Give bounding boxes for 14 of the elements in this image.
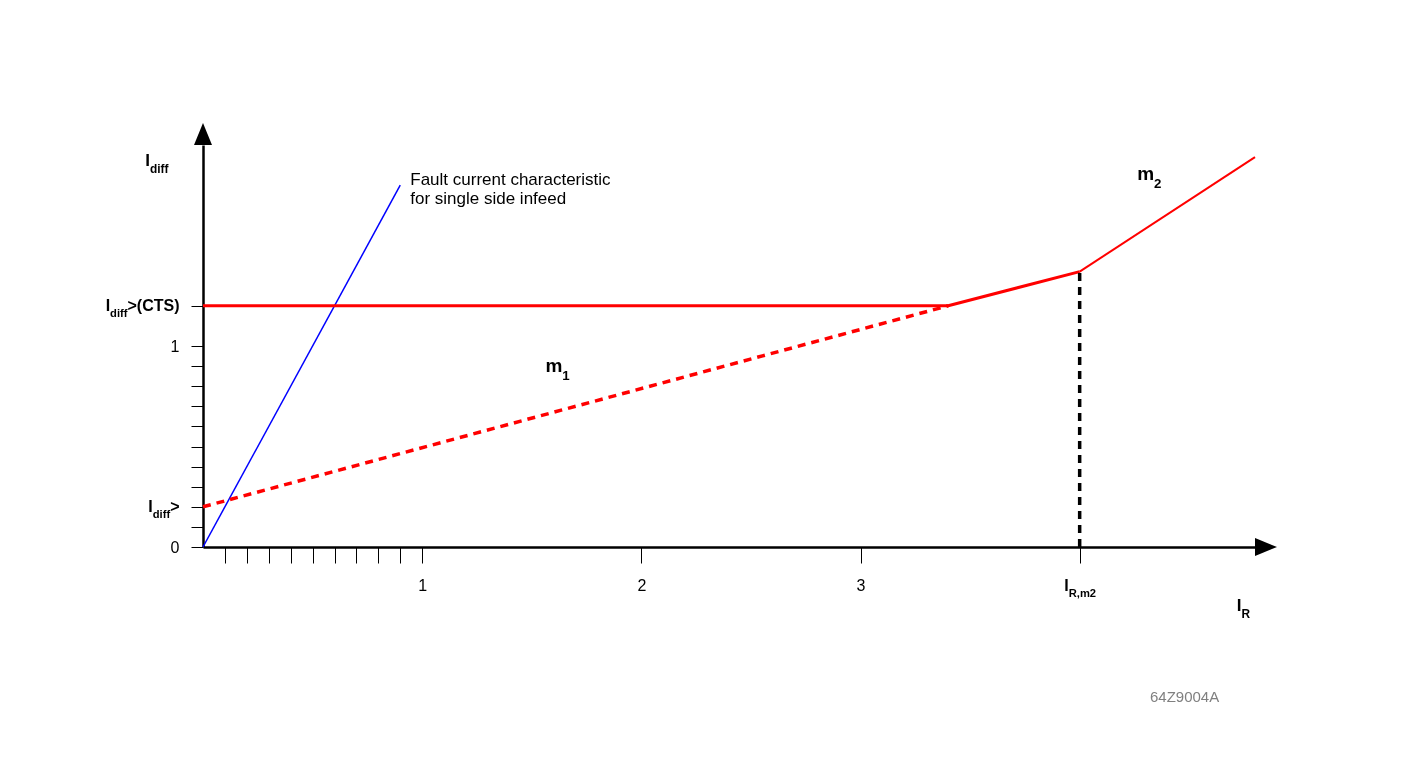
series-label: m$_{2}$ (1137, 163, 1162, 191)
y-tick-label: 0 (170, 538, 180, 556)
y-tick-label: I$_{diff}$>(CTS) (105, 297, 180, 320)
y-tick-label: 1 (170, 337, 180, 355)
series-label: m$_{1}$ (545, 355, 571, 383)
y-axis-title: I$_{diff}$ (145, 150, 169, 176)
series-label: Fault current characteristic for single side infeed (410, 170, 612, 209)
x-tick-label: 1 (418, 576, 428, 594)
y-tick-label: I$_{diff}$> (148, 498, 180, 521)
x-tick-label: I$_{R,m2}$ (1064, 576, 1097, 599)
x-axis-title: I$_{R}$ (1236, 595, 1251, 621)
x-tick-label: 3 (856, 576, 866, 594)
text: 64Z9004A (1150, 688, 1220, 705)
x-tick-label: 2 (637, 576, 647, 594)
